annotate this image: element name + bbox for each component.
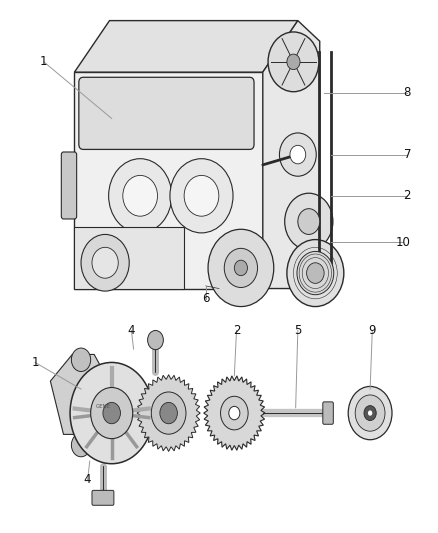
Circle shape [348, 386, 392, 440]
Circle shape [123, 175, 158, 216]
FancyBboxPatch shape [79, 77, 254, 149]
Circle shape [70, 362, 153, 464]
Text: 7: 7 [403, 148, 411, 161]
Text: GENE: GENE [95, 403, 110, 409]
Circle shape [148, 330, 163, 350]
Circle shape [151, 392, 186, 434]
Circle shape [307, 263, 324, 284]
FancyBboxPatch shape [92, 490, 114, 505]
Polygon shape [74, 21, 298, 72]
Text: 2: 2 [233, 324, 240, 337]
Circle shape [279, 133, 316, 176]
Polygon shape [50, 354, 103, 434]
Circle shape [287, 239, 344, 306]
Text: 1: 1 [40, 55, 48, 68]
Circle shape [229, 406, 240, 420]
Circle shape [298, 209, 320, 235]
Circle shape [287, 54, 300, 69]
Text: 5: 5 [294, 324, 301, 337]
Circle shape [221, 397, 248, 430]
Polygon shape [141, 408, 149, 418]
Circle shape [71, 433, 91, 457]
Circle shape [355, 395, 385, 431]
Polygon shape [137, 375, 200, 451]
Circle shape [268, 32, 319, 92]
Circle shape [285, 193, 333, 250]
Text: 9: 9 [368, 324, 376, 337]
Circle shape [184, 175, 219, 216]
Circle shape [109, 159, 172, 233]
FancyBboxPatch shape [61, 152, 77, 219]
Text: 2: 2 [403, 189, 411, 203]
Circle shape [103, 402, 120, 424]
Circle shape [92, 247, 118, 278]
Polygon shape [204, 376, 265, 450]
Circle shape [160, 402, 177, 424]
Text: 4: 4 [127, 324, 135, 337]
Circle shape [290, 146, 306, 164]
Circle shape [71, 348, 91, 372]
Circle shape [364, 406, 376, 421]
Circle shape [81, 235, 129, 291]
Circle shape [91, 387, 133, 439]
Circle shape [170, 159, 233, 233]
FancyBboxPatch shape [323, 402, 333, 424]
Text: 1: 1 [31, 356, 39, 369]
Polygon shape [263, 21, 320, 288]
Circle shape [297, 252, 334, 295]
Circle shape [368, 410, 372, 416]
Text: 8: 8 [404, 86, 411, 99]
Circle shape [234, 260, 247, 276]
Polygon shape [74, 72, 263, 288]
Text: 10: 10 [396, 236, 410, 249]
Polygon shape [74, 227, 184, 288]
Circle shape [224, 248, 258, 287]
Text: 4: 4 [84, 473, 92, 486]
Circle shape [208, 229, 274, 306]
Text: 6: 6 [202, 292, 210, 305]
